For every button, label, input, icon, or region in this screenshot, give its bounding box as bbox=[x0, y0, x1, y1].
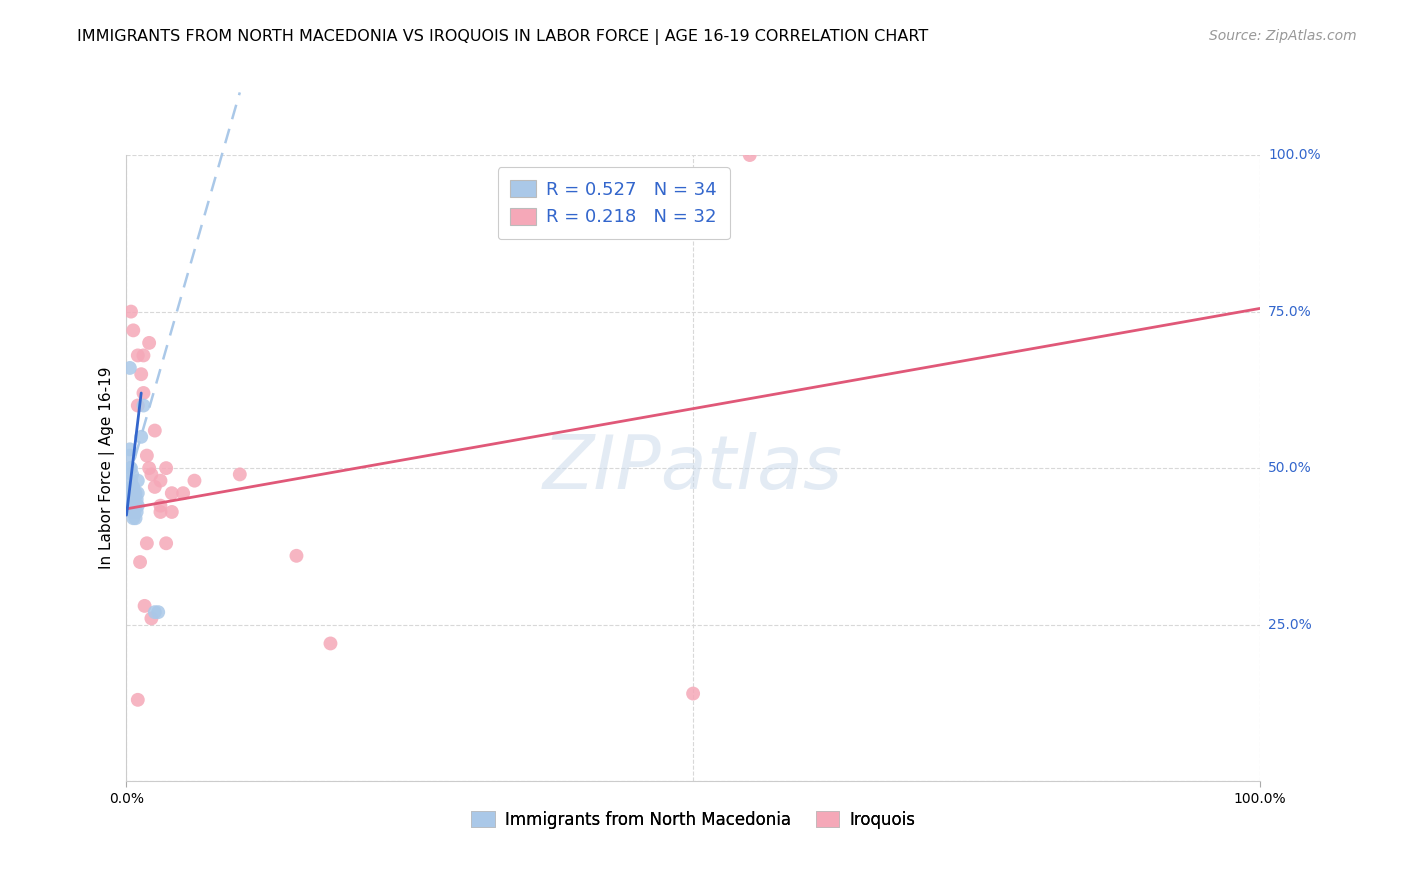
Point bbox=[120, 461, 142, 475]
Point bbox=[120, 304, 142, 318]
Point bbox=[138, 335, 160, 350]
Point bbox=[143, 605, 166, 619]
Point bbox=[134, 599, 156, 613]
Point bbox=[125, 492, 148, 507]
Point bbox=[127, 486, 149, 500]
Point bbox=[138, 461, 160, 475]
Point bbox=[143, 480, 166, 494]
Point bbox=[121, 492, 143, 507]
Text: 25.0%: 25.0% bbox=[1268, 617, 1312, 632]
Point bbox=[141, 467, 163, 482]
Point bbox=[118, 492, 141, 507]
Point bbox=[124, 505, 146, 519]
Text: 50.0%: 50.0% bbox=[1268, 461, 1312, 475]
Point bbox=[135, 536, 157, 550]
Point bbox=[118, 442, 141, 457]
Point bbox=[122, 480, 145, 494]
Point bbox=[148, 605, 170, 619]
Point bbox=[132, 348, 155, 362]
Point bbox=[118, 360, 141, 375]
Point bbox=[127, 693, 149, 707]
Point bbox=[121, 480, 143, 494]
Point bbox=[120, 486, 142, 500]
Point bbox=[122, 492, 145, 507]
Point bbox=[121, 499, 143, 513]
Point bbox=[124, 511, 146, 525]
Point bbox=[285, 549, 308, 563]
Y-axis label: In Labor Force | Age 16-19: In Labor Force | Age 16-19 bbox=[100, 367, 115, 569]
Point bbox=[149, 505, 172, 519]
Legend: Immigrants from North Macedonia, Iroquois: Immigrants from North Macedonia, Iroquoi… bbox=[464, 805, 921, 836]
Text: ZIPatlas: ZIPatlas bbox=[543, 432, 844, 504]
Point bbox=[129, 555, 152, 569]
Point bbox=[160, 486, 183, 500]
Text: IMMIGRANTS FROM NORTH MACEDONIA VS IROQUOIS IN LABOR FORCE | AGE 16-19 CORRELATI: IMMIGRANTS FROM NORTH MACEDONIA VS IROQU… bbox=[77, 29, 928, 45]
Point bbox=[118, 449, 141, 463]
Point bbox=[149, 474, 172, 488]
Point bbox=[155, 461, 177, 475]
Point bbox=[120, 499, 142, 513]
Point bbox=[127, 474, 149, 488]
Point bbox=[122, 511, 145, 525]
Point bbox=[135, 449, 157, 463]
Point bbox=[118, 486, 141, 500]
Point bbox=[118, 461, 141, 475]
Point bbox=[125, 505, 148, 519]
Point bbox=[229, 467, 252, 482]
Point bbox=[129, 368, 152, 382]
Point bbox=[160, 505, 183, 519]
Point bbox=[183, 474, 205, 488]
Point bbox=[127, 399, 149, 413]
Point bbox=[132, 386, 155, 401]
Text: Source: ZipAtlas.com: Source: ZipAtlas.com bbox=[1209, 29, 1357, 43]
Point bbox=[124, 486, 146, 500]
Point bbox=[127, 348, 149, 362]
Point bbox=[120, 474, 142, 488]
Point bbox=[155, 536, 177, 550]
Point bbox=[682, 687, 704, 701]
Point bbox=[319, 636, 342, 650]
Point bbox=[122, 323, 145, 337]
Point bbox=[121, 505, 143, 519]
Point bbox=[129, 430, 152, 444]
Text: 100.0%: 100.0% bbox=[1268, 148, 1320, 162]
Point bbox=[124, 499, 146, 513]
Point bbox=[149, 499, 172, 513]
Point bbox=[121, 467, 143, 482]
Point bbox=[738, 148, 761, 162]
Point bbox=[122, 499, 145, 513]
Point bbox=[124, 492, 146, 507]
Point bbox=[141, 611, 163, 625]
Point bbox=[127, 499, 149, 513]
Point bbox=[143, 424, 166, 438]
Point bbox=[132, 399, 155, 413]
Point bbox=[172, 486, 194, 500]
Text: 75.0%: 75.0% bbox=[1268, 304, 1312, 318]
Point bbox=[124, 486, 146, 500]
